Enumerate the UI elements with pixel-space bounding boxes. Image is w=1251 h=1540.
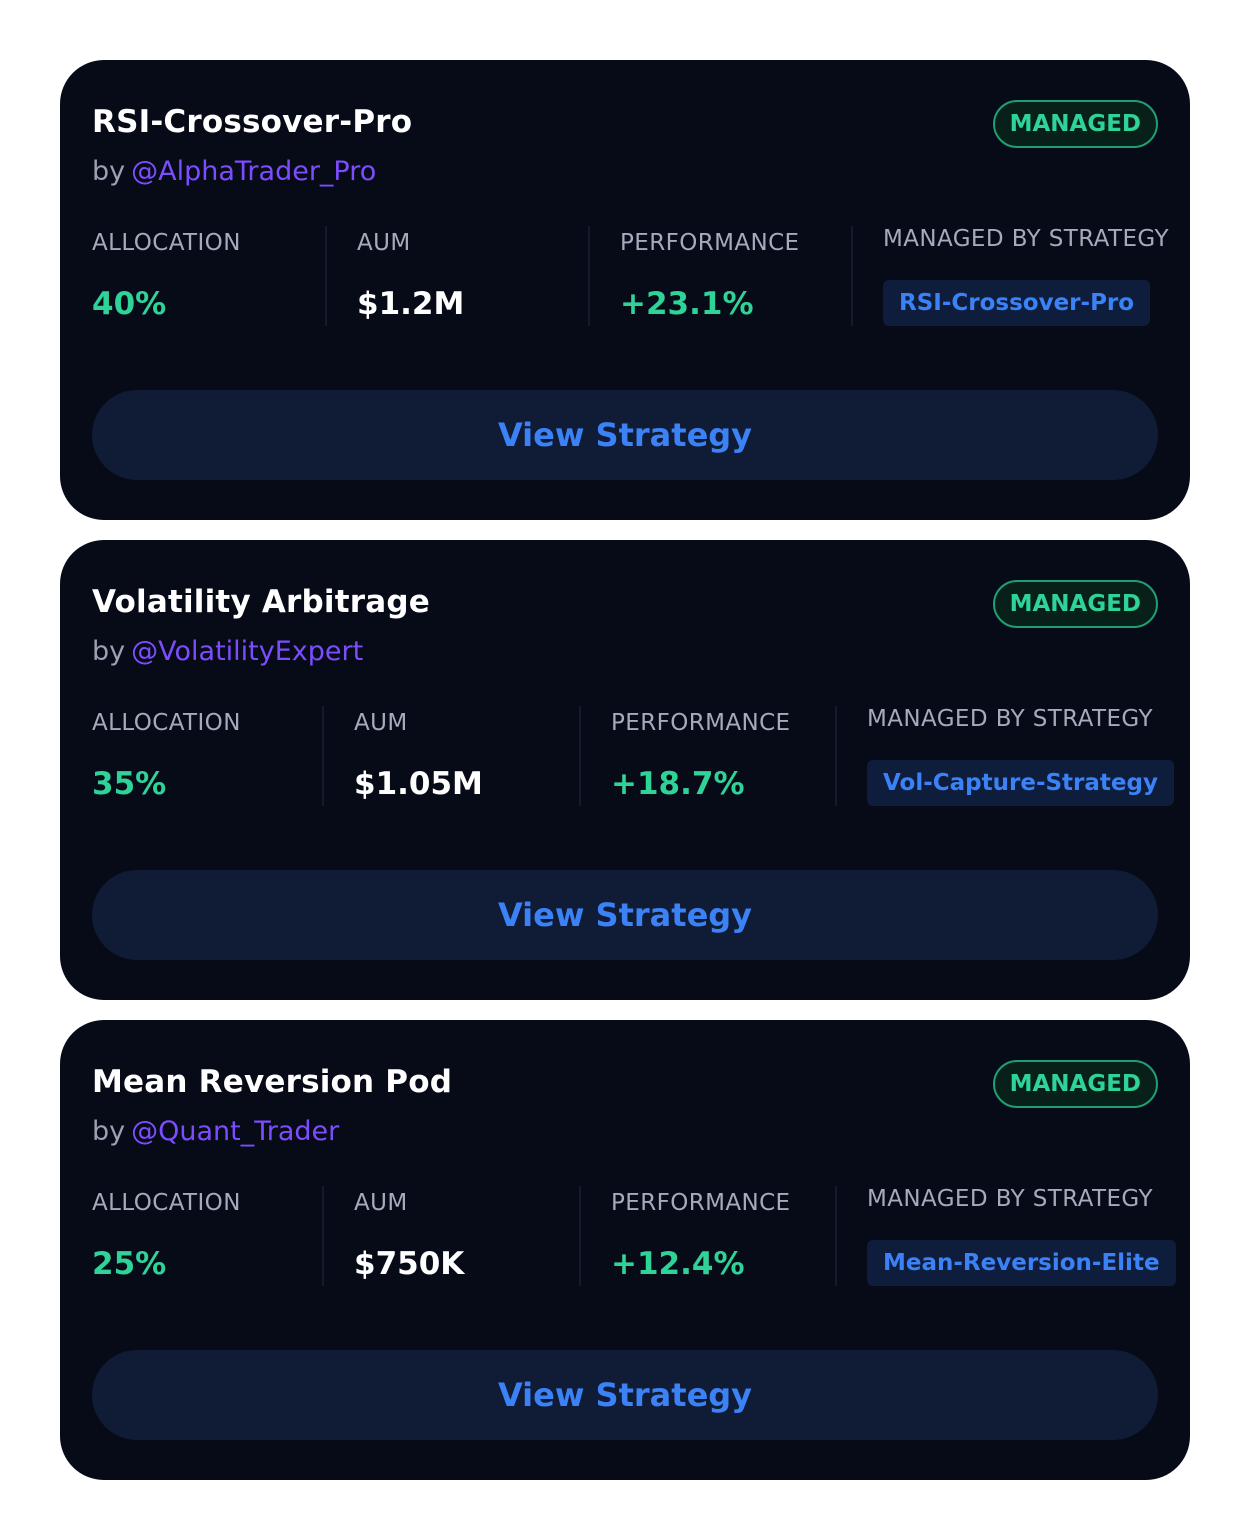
performance-value: +18.7%	[611, 766, 745, 802]
managed-by-stat: MANAGED BY STRATEGY Mean-Reversion-Elite	[835, 1186, 1176, 1286]
performance-value: +23.1%	[620, 286, 754, 322]
managed-by-strategy-chip[interactable]: Mean-Reversion-Elite	[867, 1240, 1176, 1286]
managed-by-strategy-chip[interactable]: Vol-Capture-Strategy	[867, 760, 1174, 806]
performance-stat: PERFORMANCE +12.4%	[579, 1186, 835, 1286]
managed-by-label: MANAGED BY STRATEGY	[867, 1186, 1153, 1212]
allocation-label: ALLOCATION	[92, 710, 241, 736]
author-handle[interactable]: @Quant_Trader	[131, 1116, 340, 1147]
performance-label: PERFORMANCE	[611, 1190, 791, 1216]
allocation-label: ALLOCATION	[92, 1190, 241, 1216]
allocation-value: 25%	[92, 1246, 167, 1282]
view-strategy-button[interactable]: View Strategy	[92, 390, 1158, 480]
view-strategy-button[interactable]: View Strategy	[92, 870, 1158, 960]
performance-label: PERFORMANCE	[620, 230, 800, 256]
aum-label: AUM	[357, 230, 411, 256]
aum-label: AUM	[354, 710, 408, 736]
managed-badge: MANAGED	[992, 100, 1158, 148]
stats-row: ALLOCATION 35% AUM $1.05M PERFORMANCE +1…	[92, 706, 1174, 806]
managed-by-stat: MANAGED BY STRATEGY RSI-Crossover-Pro	[851, 226, 1169, 326]
view-strategy-button[interactable]: View Strategy	[92, 1350, 1158, 1440]
aum-value: $1.2M	[357, 286, 465, 322]
strategy-card: RSI-Crossover-Pro by @AlphaTrader_Pro MAN…	[60, 60, 1190, 520]
by-label: by	[92, 636, 126, 667]
author-line: by @AlphaTrader_Pro	[92, 156, 376, 187]
by-label: by	[92, 1116, 126, 1147]
aum-label: AUM	[354, 1190, 408, 1216]
strategy-card: Mean Reversion Pod by @Quant_Trader MANAG…	[60, 1020, 1190, 1480]
aum-value: $750K	[354, 1246, 465, 1282]
author-line: by @VolatilityExpert	[92, 636, 363, 667]
card-title: RSI-Crossover-Pro	[92, 104, 413, 140]
aum-value: $1.05M	[354, 766, 483, 802]
aum-stat: AUM $750K	[322, 1186, 579, 1286]
allocation-value: 35%	[92, 766, 167, 802]
author-handle[interactable]: @VolatilityExpert	[131, 636, 364, 667]
strategy-card: Volatility Arbitrage by @VolatilityExpert…	[60, 540, 1190, 1000]
stats-row: ALLOCATION 40% AUM $1.2M PERFORMANCE +23…	[92, 226, 1169, 326]
performance-value: +12.4%	[611, 1246, 745, 1282]
author-handle[interactable]: @AlphaTrader_Pro	[131, 156, 377, 187]
allocation-value: 40%	[92, 286, 167, 322]
allocation-label: ALLOCATION	[92, 230, 241, 256]
allocation-stat: ALLOCATION 35%	[92, 706, 322, 806]
performance-stat: PERFORMANCE +23.1%	[588, 226, 851, 326]
managed-badge: MANAGED	[992, 580, 1158, 628]
card-title: Mean Reversion Pod	[92, 1064, 453, 1100]
card-title: Volatility Arbitrage	[92, 584, 430, 620]
stats-row: ALLOCATION 25% AUM $750K PERFORMANCE +12…	[92, 1186, 1176, 1286]
managed-by-label: MANAGED BY STRATEGY	[883, 226, 1169, 252]
author-line: by @Quant_Trader	[92, 1116, 339, 1147]
performance-stat: PERFORMANCE +18.7%	[579, 706, 835, 806]
managed-by-stat: MANAGED BY STRATEGY Vol-Capture-Strategy	[835, 706, 1174, 806]
managed-badge: MANAGED	[992, 1060, 1158, 1108]
performance-label: PERFORMANCE	[611, 710, 791, 736]
aum-stat: AUM $1.2M	[325, 226, 588, 326]
allocation-stat: ALLOCATION 25%	[92, 1186, 322, 1286]
allocation-stat: ALLOCATION 40%	[92, 226, 325, 326]
by-label: by	[92, 156, 126, 187]
managed-by-strategy-chip[interactable]: RSI-Crossover-Pro	[883, 280, 1151, 326]
aum-stat: AUM $1.05M	[322, 706, 579, 806]
managed-by-label: MANAGED BY STRATEGY	[867, 706, 1153, 732]
